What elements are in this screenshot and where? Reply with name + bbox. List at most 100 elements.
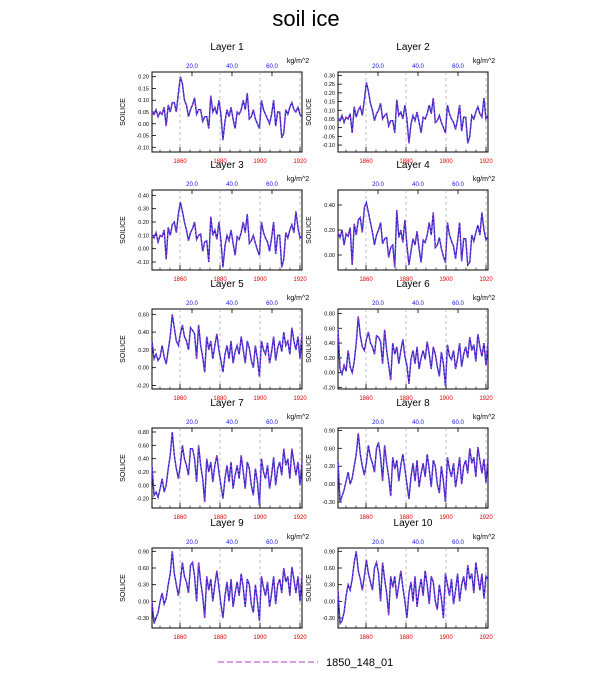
layer-3-y-tick-label: 0.30 <box>138 207 149 213</box>
layer-5-y-tick-label: -0.20 <box>136 383 149 389</box>
layer-2-x-tick-label: 1860 <box>359 159 373 165</box>
layer-2-y-tick-label: -0.10 <box>322 143 335 149</box>
layer-2-y-tick-label: 0.20 <box>324 91 335 97</box>
layer-10-title: Layer 10 <box>394 518 433 529</box>
layer-2-y-tick-label: 0.05 <box>324 117 335 123</box>
layer-7-y-tick-label: 0.20 <box>138 470 149 476</box>
layer-10-top-unit: kg/m^2 <box>473 534 495 541</box>
layer-5-frame <box>151 308 303 390</box>
layer-3-x-tick-label: 1920 <box>293 277 307 283</box>
layer-2-x-tick-label: 1900 <box>439 159 453 165</box>
layer-3-y-tick-label: 0.10 <box>138 233 149 239</box>
layer-1-y-tick-label: 0.10 <box>138 98 149 104</box>
layer-2-y-tick-label: 0.25 <box>324 82 335 88</box>
layer-4-y-tick-label: 0.40 <box>324 203 335 209</box>
layer-5-y-tick-label: 0.60 <box>138 312 149 318</box>
layer-4-top-unit: kg/m^2 <box>473 176 495 183</box>
layer-6-x-tick-label: 1880 <box>399 396 413 402</box>
layer-5-x-tick-label: 1920 <box>293 396 307 402</box>
layer-3-title: Layer 3 <box>210 160 244 171</box>
layer-3-frame <box>151 189 303 271</box>
layer-1-x-tick-label: 1860 <box>173 159 187 165</box>
layer-4-top-tick-label: 40.0 <box>412 182 424 188</box>
layer-7-top-tick-label: 60.0 <box>266 420 278 426</box>
layer-1-title: Layer 1 <box>210 42 244 53</box>
layer-1-x-tick-label: 1880 <box>213 159 227 165</box>
layer-5-top-tick-label: 20.0 <box>186 301 198 307</box>
layer-4-x-tick-label: 1920 <box>479 277 493 283</box>
layer-7-y-tick-label: -0.20 <box>136 497 149 503</box>
layer-2-y-tick-label: -0.05 <box>322 134 335 140</box>
layer-9-ylabel: SOILICE <box>120 574 127 602</box>
layer-1-y-tick-label: -0.05 <box>136 134 149 140</box>
layer-3-top-unit: kg/m^2 <box>287 176 309 183</box>
layer-2-top-tick-label: 60.0 <box>452 64 464 70</box>
layer-8-top-unit: kg/m^2 <box>473 414 495 421</box>
layer-1-top-unit: kg/m^2 <box>287 58 309 65</box>
layer-2-y-tick-label: 0.10 <box>324 108 335 114</box>
layer-10-top-tick-label: 60.0 <box>452 540 464 546</box>
layer-4-title: Layer 4 <box>396 160 430 171</box>
layer-5-top-unit: kg/m^2 <box>287 295 309 302</box>
layer-10-ylabel: SOILICE <box>306 574 313 602</box>
layer-2-frame <box>337 71 489 153</box>
layer-8-x-tick-label: 1880 <box>399 515 413 521</box>
layer-6-top-tick-label: 20.0 <box>372 301 384 307</box>
layer-5-y-tick-label: 0.40 <box>138 330 149 336</box>
layer-4-y-tick-label: 0.00 <box>324 253 335 259</box>
layer-5-y-tick-label: 0.00 <box>138 366 149 372</box>
layer-4-x-tick-label: 1880 <box>399 277 413 283</box>
layer-5-top-tick-label: 60.0 <box>266 301 278 307</box>
layer-2-series-line <box>337 82 489 144</box>
layer-7-top-tick-label: 40.0 <box>226 420 238 426</box>
layer-7-y-tick-label: 0.00 <box>138 483 149 489</box>
layer-6-x-tick-label: 1920 <box>479 396 493 402</box>
layer-5-ylabel: SOILICE <box>120 335 127 363</box>
layer-3-x-tick-label: 1860 <box>173 277 187 283</box>
layer-9-x-tick-label: 1920 <box>293 635 307 641</box>
layer-6-y-tick-label: 0.80 <box>324 311 335 317</box>
layer-1-series-dash <box>151 76 303 141</box>
layer-9-series-line <box>151 551 303 624</box>
layer-7-y-tick-label: 0.80 <box>138 430 149 436</box>
layer-7-top-unit: kg/m^2 <box>287 414 309 421</box>
layer-6-top-unit: kg/m^2 <box>473 295 495 302</box>
layer-1-ylabel: SOILICE <box>120 98 127 126</box>
layer-7-x-tick-label: 1920 <box>293 515 307 521</box>
layer-5-series-dash <box>151 314 303 377</box>
layer-10-x-tick-label: 1880 <box>399 635 413 641</box>
layer-1-y-tick-label: 0.15 <box>138 86 149 92</box>
layer-4-ylabel: SOILICE <box>306 216 313 244</box>
layer-9-x-tick-label: 1880 <box>213 635 227 641</box>
layer-7-series-line <box>151 431 303 506</box>
layer-8-y-tick-label: 0.30 <box>324 464 335 470</box>
layer-5-top-tick-label: 40.0 <box>226 301 238 307</box>
layer-10-frame <box>337 547 489 629</box>
layer-6-y-tick-label: -0.20 <box>322 386 335 392</box>
layer-10-y-tick-label: 0.00 <box>324 599 335 605</box>
legend: 1850_148_01 <box>218 657 393 669</box>
layer-3-series-dash <box>151 201 303 268</box>
layer-9-y-tick-label: 0.60 <box>138 566 149 572</box>
layer-10-top-tick-label: 40.0 <box>412 540 424 546</box>
layer-6-y-tick-label: 0.00 <box>324 371 335 377</box>
layer-8-top-tick-label: 60.0 <box>452 420 464 426</box>
layer-3-y-tick-label: 0.00 <box>138 247 149 253</box>
layer-2-ylabel: SOILICE <box>306 98 313 126</box>
layer-1-x-tick-label: 1920 <box>293 159 307 165</box>
layer-2-y-tick-label: 0.30 <box>324 73 335 79</box>
layer-8-series-line <box>337 433 489 503</box>
layer-7-x-tick-label: 1900 <box>253 515 267 521</box>
layer-1-y-tick-label: 0.05 <box>138 110 149 116</box>
layer-8-title: Layer 8 <box>396 398 430 409</box>
layer-4-series-dash <box>337 200 489 268</box>
layer-5-y-tick-label: 0.20 <box>138 348 149 354</box>
layer-6-top-tick-label: 60.0 <box>452 301 464 307</box>
layer-9-title: Layer 9 <box>210 518 244 529</box>
layer-6-y-tick-label: 0.40 <box>324 341 335 347</box>
layer-4-top-tick-label: 60.0 <box>452 182 464 188</box>
layer-6-series-dash <box>337 316 489 387</box>
layer-10-x-tick-label: 1920 <box>479 635 493 641</box>
layer-2-top-unit: kg/m^2 <box>473 58 495 65</box>
layer-8-series-dash <box>337 433 489 503</box>
